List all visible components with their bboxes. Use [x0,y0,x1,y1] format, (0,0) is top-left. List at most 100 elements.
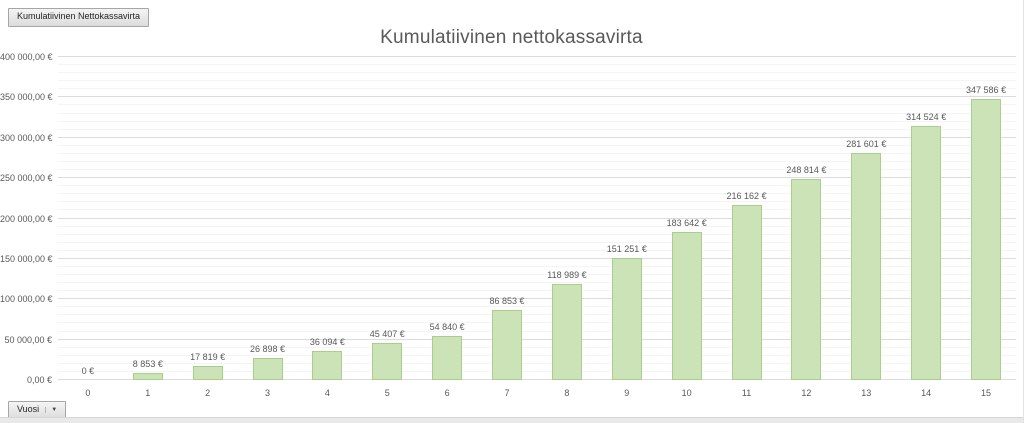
bar-year-13[interactable] [851,153,882,380]
bar-data-label: 17 819 € [190,351,226,362]
x-axis-tick-label: 13 [861,388,872,398]
bar-year-7[interactable] [492,310,523,380]
minor-gridline [58,265,1016,267]
bar-year-2[interactable] [192,366,223,380]
bar-data-label: 86 853 € [489,295,525,306]
y-axis-tick-label: 350 000,00 € [0,92,53,103]
bar-year-6[interactable] [432,336,463,380]
minor-gridline [58,152,1016,154]
minor-gridline [58,362,1016,364]
minor-gridline [58,64,1016,66]
minor-gridline [58,160,1016,162]
x-axis-tick-label: 0 [85,388,91,398]
minor-gridline [58,104,1016,106]
chart-title: Kumulatiivinen nettokassavirta [380,27,643,48]
dropdown-arrow-icon: ▼ [45,406,57,413]
minor-gridline [58,80,1016,82]
y-axis-tick-label: 0,00 € [26,375,52,385]
minor-gridline [58,209,1016,211]
bar-year-4[interactable] [312,351,343,380]
x-axis-tick-label: 6 [444,388,450,398]
x-axis-tick-label: 11 [741,388,752,398]
minor-gridline [58,72,1016,74]
x-axis-tick-label: 12 [801,388,812,398]
bar-data-label: 118 989 € [547,269,587,280]
minor-gridline [58,354,1016,356]
bar-year-8[interactable] [551,284,582,380]
minor-gridline [58,144,1016,146]
minor-gridline [58,274,1016,276]
y-axis-tick-label: 400 000,00 € [0,52,53,62]
bar-data-label: 347 586 € [966,85,1007,96]
y-axis-tick-label: 200 000,00 € [0,213,53,224]
major-gridline [58,56,1016,57]
x-axis-tick-label: 3 [265,388,271,398]
bar-data-label: 216 162 € [726,191,767,202]
major-gridline [58,298,1016,300]
minor-gridline [58,249,1016,251]
minor-gridline [58,370,1016,372]
x-axis-tick-label: 8 [564,388,570,398]
minor-gridline [58,185,1016,187]
minor-gridline [58,233,1016,235]
bar-data-label: 54 840 € [429,321,465,332]
minor-gridline [58,128,1016,130]
bar-year-11[interactable] [731,205,762,380]
bar-data-label: 8 853 € [132,358,163,369]
major-gridline [58,177,1016,179]
bar-data-label: 0 € [81,366,95,376]
bar-data-label: 151 251 € [606,243,647,254]
minor-gridline [58,322,1016,324]
minor-gridline [58,306,1016,308]
major-gridline [58,257,1016,259]
y-axis-tick-label: 300 000,00 € [0,132,53,143]
plot-area [58,56,1016,380]
bar-year-15[interactable] [971,99,1002,380]
minor-gridline [58,112,1016,114]
bar-year-5[interactable] [372,343,403,380]
minor-gridline [58,346,1016,348]
bar-data-label: 248 814 € [786,165,827,176]
x-axis-tick-label: 7 [504,388,510,398]
bar-year-9[interactable] [611,258,642,380]
bar-year-12[interactable] [791,179,822,380]
major-gridline [58,379,1016,380]
x-axis-tick-label: 10 [681,388,692,398]
minor-gridline [58,241,1016,243]
bar-year-10[interactable] [671,232,702,380]
y-axis-tick-label: 100 000,00 € [0,294,53,305]
x-axis-tick-label: 1 [145,388,151,398]
bar-year-14[interactable] [911,126,942,380]
major-gridline [58,338,1016,340]
y-axis-tick-label: 150 000,00 € [0,253,53,264]
window-bottom-edge [0,417,1023,423]
bar-data-label: 183 642 € [666,217,707,228]
x-axis-tick-label: 5 [384,388,390,398]
minor-gridline [58,193,1016,195]
axis-field-button-label: Vuosi [17,404,40,414]
minor-gridline [58,290,1016,292]
y-axis-tick-label: 250 000,00 € [0,173,53,184]
minor-gridline [58,169,1016,171]
major-gridline [58,136,1016,138]
major-gridline [58,96,1016,98]
minor-gridline [58,225,1016,227]
x-axis-tick-label: 14 [921,388,932,398]
minor-gridline [58,282,1016,284]
minor-gridline [58,201,1016,203]
y-axis-tick-label: 50 000,00 € [4,334,52,345]
x-axis-tick-label: 2 [205,388,211,398]
bar-year-1[interactable] [132,373,163,380]
bar-data-label: 26 898 € [250,344,286,355]
x-axis-tick-label: 9 [624,388,630,398]
x-axis-tick-label: 15 [981,388,992,398]
minor-gridline [58,314,1016,316]
value-field-button[interactable]: Kumulatiivinen Nettokassavirta [8,8,150,27]
bar-data-label: 45 407 € [369,329,405,340]
bar-data-label: 281 601 € [846,138,887,149]
bar-data-label: 314 524 € [906,112,947,123]
minor-gridline [58,330,1016,332]
bar-year-3[interactable] [252,358,283,380]
x-axis-tick-label: 4 [324,388,330,398]
